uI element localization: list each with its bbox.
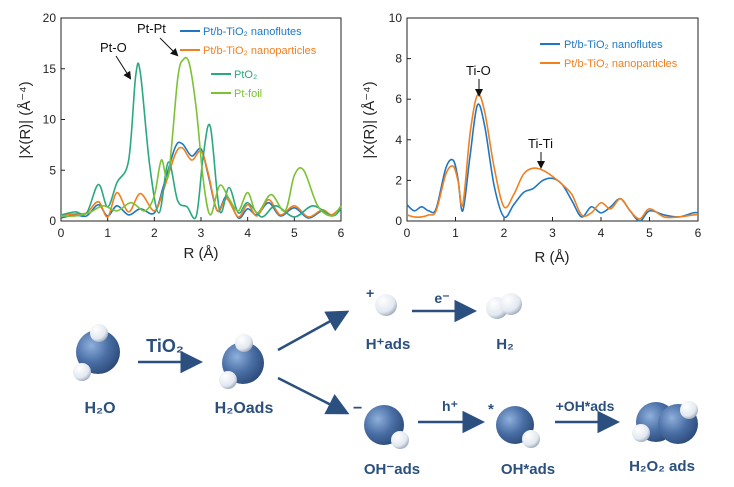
y-tick-label: 2 (395, 173, 402, 187)
arrow-to-oh-ads (277, 376, 350, 415)
x-tick-label: 0 (58, 226, 65, 240)
legend-label-nanoflutes: Pt/b-TiO₂ nanoflutes (564, 39, 663, 51)
x-tick-label: 4 (244, 226, 251, 240)
label-oh-ads: OH⁻ads (364, 461, 420, 478)
legend-label-pto2: PtO₂ (234, 69, 257, 81)
x-tick-label: 4 (598, 226, 605, 240)
y-tick-label: 0 (395, 214, 402, 228)
arrow-to-h-ads (277, 310, 350, 352)
plus-sign: + (366, 285, 374, 301)
x-tick-label: 1 (452, 226, 459, 240)
legend-label-ptfoil: Pt-foil (234, 88, 262, 100)
arrow-label-tio2: TiO₂ (146, 336, 184, 356)
x-axis-label: R (Å) (535, 249, 570, 266)
x-tick-label: 5 (646, 226, 653, 240)
y-tick-label: 15 (43, 62, 57, 76)
arrow-label-e: e⁻ (434, 290, 449, 306)
annotation-ti-ti: Ti-Ti (528, 136, 553, 151)
chart-left-ptexafs: 0 1 2 3 4 5 6 0 5 10 15 20 R (Å) |X(R)| (Å⁻⁴) Pt/b-… (17, 11, 345, 262)
y-axis-label: |X(R)| (Å⁻⁴) (17, 81, 34, 158)
reaction-scheme: H₂O TiO₂ H₂Oads + H⁺ads e⁻ H₂ − (73, 285, 698, 478)
series-line-nanoflutes (60, 141, 342, 219)
molecule-oh-ads (364, 405, 409, 449)
series-line-nanoparticles (406, 93, 699, 220)
x-tick-label: 5 (291, 226, 298, 240)
legend-label-nanoparticles: Pt/b-TiO₂ nanoparticles (564, 58, 678, 70)
tick-group: 0 1 2 3 4 5 6 0 5 10 15 20 (43, 11, 345, 240)
legend: Pt/b-TiO₂ nanoflutes Pt/b-TiO₂ nanoparti… (180, 26, 317, 100)
molecule-h2 (486, 293, 522, 319)
y-tick-label: 0 (49, 214, 56, 228)
arrow-label-oh: +OH*ads (556, 398, 615, 414)
label-h2o: H₂O (84, 400, 115, 417)
y-tick-label: 4 (395, 133, 402, 147)
label-h2o2: H₂O₂ ads (629, 458, 695, 475)
molecule-h2o2 (632, 401, 698, 444)
label-h2o-ads: H₂Oads (215, 400, 274, 417)
annotation-pt-pt: Pt-Pt (137, 21, 166, 36)
x-tick-label: 6 (695, 226, 702, 240)
tick-group: 0 1 2 3 4 5 6 0 2 4 6 8 10 (389, 11, 702, 240)
series-line-pto2 (60, 62, 342, 220)
legend-label-nanoflutes: Pt/b-TiO₂ nanoflutes (203, 26, 302, 38)
x-tick-label: 0 (404, 226, 411, 240)
molecule-h2o-ads (219, 334, 264, 389)
x-tick-label: 2 (151, 226, 158, 240)
y-tick-label: 10 (43, 113, 57, 127)
legend-label-nanoparticles: Pt/b-TiO₂ nanoparticles (203, 45, 317, 57)
x-tick-label: 2 (501, 226, 508, 240)
y-tick-label: 8 (395, 52, 402, 66)
annotation-arrow-pt-o (115, 55, 132, 80)
star-sign: * (488, 401, 494, 418)
annotation-pt-o: Pt-O (100, 40, 127, 55)
annotation-arrow-pt-pt (159, 37, 179, 57)
series-line-ptfoil (60, 56, 342, 217)
x-tick-label: 3 (198, 226, 205, 240)
annotation-ti-o: Ti-O (466, 63, 491, 78)
x-tick-label: 6 (338, 226, 345, 240)
x-axis-label: R (Å) (184, 245, 219, 262)
chart-right-tiexafs: 0 1 2 3 4 5 6 0 2 4 6 8 10 R (Å) |X(R)| (Å⁻⁴) Pt/b-T… (361, 11, 702, 266)
x-tick-label: 1 (104, 226, 111, 240)
y-tick-label: 6 (395, 92, 402, 106)
label-h2: H₂ (496, 336, 514, 353)
x-tick-label: 3 (549, 226, 556, 240)
y-axis-label: |X(R)| (Å⁻⁴) (361, 81, 378, 158)
y-tick-label: 20 (43, 11, 57, 25)
label-oh-star: OH*ads (501, 461, 555, 478)
molecule-oh-star (496, 406, 540, 448)
h-atom (375, 294, 397, 316)
y-tick-label: 5 (49, 163, 56, 177)
legend: Pt/b-TiO₂ nanoflutes Pt/b-TiO₂ nanoparti… (540, 39, 678, 70)
arrow-label-h: h⁺ (442, 398, 458, 414)
minus-sign: − (353, 400, 362, 417)
series-line-nanoflutes (406, 103, 699, 222)
series-group (60, 56, 342, 220)
series-group (406, 93, 699, 222)
label-h-ads: H⁺ads (366, 336, 411, 353)
molecule-h2o (73, 324, 120, 381)
y-tick-label: 10 (389, 11, 403, 25)
